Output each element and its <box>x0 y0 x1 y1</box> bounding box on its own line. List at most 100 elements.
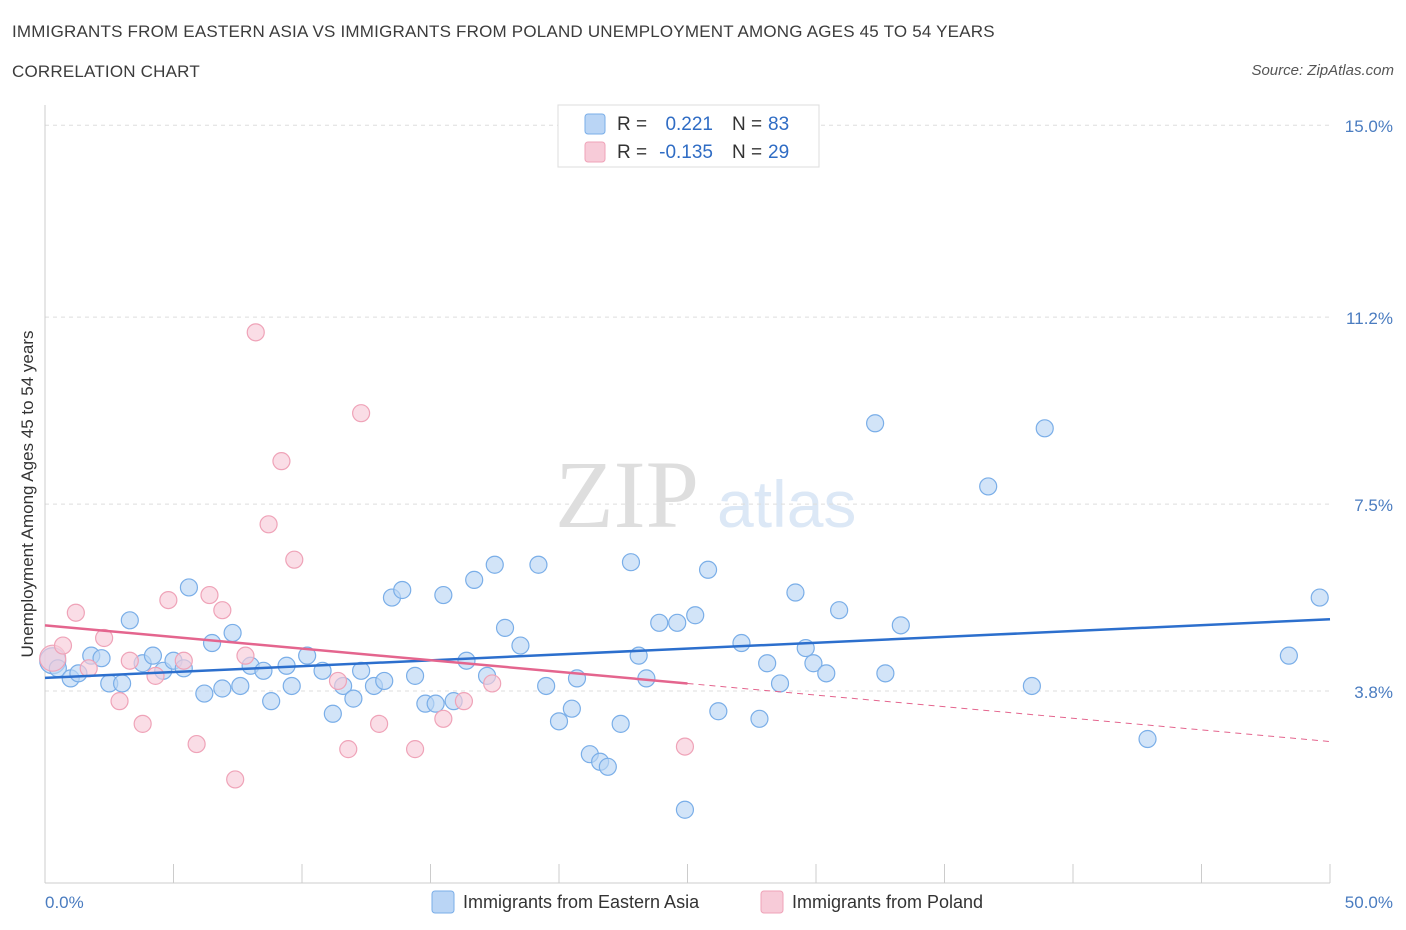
data-point <box>213 601 232 620</box>
legend-r-label: R = <box>617 114 647 135</box>
data-point <box>282 676 301 696</box>
data-point <box>254 661 273 680</box>
bottom-legend-label-eastern-asia: Immigrants from Eastern Asia <box>463 892 700 912</box>
data-point <box>434 709 453 728</box>
data-point <box>709 702 728 721</box>
series-poland-points <box>39 323 695 789</box>
x-tick-label: 50.0% <box>1345 893 1393 912</box>
chart-subtitle: CORRELATION CHART <box>12 62 200 81</box>
legend-r-value: 0.221 <box>665 114 713 135</box>
data-point <box>262 692 281 711</box>
data-point <box>786 583 805 602</box>
data-point <box>511 636 530 655</box>
trend-line-extension <box>687 682 1331 743</box>
watermark-atlas: atlas <box>717 467 856 541</box>
data-point <box>1035 419 1054 438</box>
data-point <box>426 694 445 713</box>
watermark: ZIP atlas <box>555 441 856 548</box>
watermark-zip: ZIP <box>555 441 699 548</box>
data-point <box>352 404 371 423</box>
grid-lines <box>45 124 1330 692</box>
data-point <box>1279 646 1298 665</box>
y-tick-label: 15.0% <box>1345 117 1393 136</box>
data-point <box>454 692 474 711</box>
data-point <box>979 477 998 496</box>
data-point <box>344 689 363 708</box>
data-point <box>529 555 548 574</box>
data-point <box>549 712 569 731</box>
data-point <box>231 676 250 696</box>
data-point <box>758 654 777 673</box>
data-point <box>770 674 790 693</box>
data-point <box>272 452 291 471</box>
legend-swatch-poland <box>584 141 606 163</box>
series-legend: Immigrants from Eastern Asia Immigrants … <box>431 890 983 914</box>
data-point <box>339 740 358 759</box>
y-tick-label: 3.8% <box>1354 683 1393 702</box>
data-point <box>323 704 342 723</box>
bottom-legend-swatch-eastern-asia <box>431 890 455 914</box>
x-tick-label: 0.0% <box>45 893 84 912</box>
data-point <box>133 714 152 733</box>
data-point <box>830 601 849 620</box>
data-point <box>1022 676 1041 696</box>
data-point <box>686 606 705 625</box>
data-point <box>328 671 348 691</box>
y-tick-label: 11.2% <box>1346 309 1393 328</box>
legend-n-value: 83 <box>768 114 789 135</box>
data-point <box>120 651 139 670</box>
x-tick-labels: 0.0% 50.0% <box>45 893 1393 912</box>
stats-legend: R = 0.221 N = 83 R = -0.135 N = 29 <box>557 104 820 168</box>
data-point <box>537 676 556 696</box>
data-point <box>236 646 255 665</box>
legend-n-label: N = <box>732 142 762 163</box>
data-point <box>732 633 751 653</box>
data-point <box>891 616 910 635</box>
data-point <box>202 633 222 653</box>
data-point <box>187 734 206 754</box>
data-point <box>246 323 265 342</box>
data-point <box>223 623 242 643</box>
data-point <box>457 651 476 670</box>
data-point <box>434 585 453 605</box>
legend-swatch-eastern-asia <box>584 113 606 135</box>
legend-r-label: R = <box>617 142 647 163</box>
data-point <box>195 684 214 703</box>
data-point <box>804 654 823 673</box>
data-point <box>53 636 73 655</box>
data-point <box>393 580 412 600</box>
data-point <box>405 666 425 685</box>
data-point <box>298 646 317 665</box>
source-note: Source: ZipAtlas.com <box>1251 62 1394 79</box>
trend-lines <box>44 618 1331 743</box>
data-point <box>621 553 641 572</box>
data-point <box>159 590 178 610</box>
data-point <box>1310 588 1329 607</box>
legend-n-value: 29 <box>768 142 789 163</box>
bottom-legend-swatch-poland <box>760 890 784 914</box>
data-point <box>1138 729 1157 749</box>
data-point <box>143 646 163 665</box>
chart-title: IMMIGRANTS FROM EASTERN ASIA VS IMMIGRAN… <box>12 22 995 41</box>
data-point <box>465 570 484 589</box>
data-point <box>562 699 581 718</box>
x-ticks <box>173 864 1331 883</box>
data-point <box>485 555 504 574</box>
data-point <box>817 664 836 683</box>
data-point <box>698 560 718 579</box>
data-point <box>611 714 630 733</box>
data-point <box>598 757 617 776</box>
data-point <box>226 770 245 789</box>
y-tick-labels: 3.8% 7.5% 11.2% 15.0% <box>1345 117 1393 702</box>
data-point <box>146 666 165 685</box>
data-point <box>866 414 885 433</box>
data-point <box>495 618 515 637</box>
bottom-legend-label-poland: Immigrants from Poland <box>792 892 983 912</box>
data-point <box>375 671 394 691</box>
data-point <box>200 585 219 605</box>
data-point <box>370 714 389 733</box>
data-point <box>259 515 278 534</box>
data-point <box>213 679 232 698</box>
data-point <box>110 692 129 711</box>
